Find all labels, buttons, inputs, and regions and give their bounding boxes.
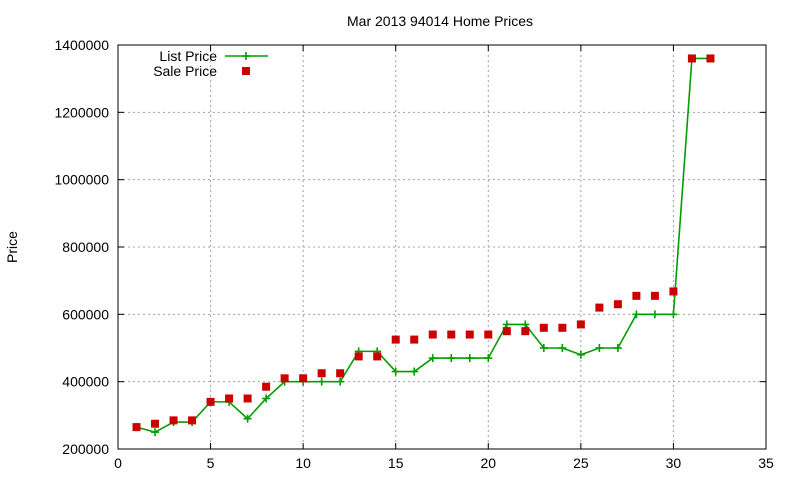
y-tick-label: 1400000 — [54, 37, 109, 53]
list-price-point — [465, 354, 474, 363]
y-tick-label: 1000000 — [54, 172, 109, 188]
sale-price-point — [484, 330, 493, 339]
sale-price-point — [169, 416, 178, 425]
sale-price-point — [354, 352, 363, 361]
sale-price-point — [428, 330, 437, 339]
x-tick-label: 25 — [573, 455, 589, 471]
sale-price-point — [206, 397, 215, 406]
list-price-point — [613, 344, 622, 352]
plot-frame — [117, 44, 767, 450]
series-layer — [132, 54, 715, 437]
list-price-point — [447, 354, 456, 363]
sale-price-point — [595, 303, 604, 312]
list-price-point — [632, 310, 641, 319]
list-price-point — [595, 344, 604, 352]
list-price-point — [391, 367, 400, 376]
legend: List Price Sale Price — [153, 48, 268, 79]
x-tick-label: 5 — [207, 455, 215, 471]
list-price-point — [502, 320, 511, 329]
sale-price-point — [132, 423, 141, 432]
sale-price-point — [687, 54, 696, 63]
sale-price-point — [188, 416, 197, 425]
sale-price-point — [706, 54, 715, 63]
x-tick-label: 30 — [666, 455, 682, 471]
sale-price-point — [299, 374, 308, 383]
sale-price-point — [336, 369, 345, 378]
y-axis-label: Price — [4, 231, 20, 263]
series-sale-price — [132, 54, 715, 432]
sale-price-point — [558, 323, 567, 332]
sale-price-point — [373, 352, 382, 361]
sale-price-point — [391, 335, 400, 344]
list-price-point — [558, 344, 567, 352]
list-price-point — [521, 320, 530, 329]
sale-price-point — [632, 291, 641, 300]
list-price-point — [336, 377, 345, 386]
list-price-line — [136, 57, 711, 434]
sale-price-point — [447, 330, 456, 339]
sale-price-point — [151, 419, 160, 428]
sale-price-point — [613, 300, 622, 309]
sale-price-point — [576, 320, 585, 329]
sale-price-point — [225, 394, 234, 403]
sale-price-point — [280, 374, 289, 383]
x-tick-label: 20 — [480, 455, 496, 471]
legend-list-price-marker — [242, 52, 250, 60]
list-price-point — [669, 310, 678, 319]
sale-price-point — [317, 369, 326, 378]
chart-title: Mar 2013 94014 Home Prices — [347, 13, 533, 29]
list-price-point — [243, 414, 252, 423]
series-list-price — [132, 54, 715, 437]
sale-price-point — [465, 330, 474, 339]
list-price-point — [539, 344, 548, 352]
x-tick-label: 35 — [758, 455, 774, 471]
sale-price-point — [262, 382, 271, 391]
list-price-point — [650, 310, 659, 319]
list-price-point — [484, 354, 493, 363]
sale-price-point — [410, 335, 419, 344]
list-price-point — [262, 394, 271, 403]
legend-sale-price-marker — [242, 67, 250, 75]
sale-price-point — [243, 394, 252, 403]
y-tick-label: 400000 — [62, 374, 109, 390]
y-tick-label: 800000 — [62, 239, 109, 255]
y-tick-label: 600000 — [62, 306, 109, 322]
list-price-point — [317, 377, 326, 386]
y-tick-label: 1200000 — [54, 104, 109, 120]
sale-price-point — [502, 327, 511, 336]
axis-ticks: 0 5 10 15 20 25 30 35 200000 400000 600000 800000 10… — [54, 37, 774, 471]
sale-price-point — [669, 287, 678, 296]
x-tick-label: 0 — [114, 455, 122, 471]
y-tick-label: 200000 — [62, 441, 109, 457]
x-tick-label: 15 — [388, 455, 404, 471]
legend-list-price-label: List Price — [159, 48, 217, 64]
x-tick-label: 10 — [295, 455, 311, 471]
sale-price-point — [539, 323, 548, 332]
legend-sale-price-label: Sale Price — [153, 63, 217, 79]
sale-price-point — [650, 291, 659, 300]
list-price-point — [151, 428, 160, 437]
sale-price-point — [521, 327, 530, 336]
list-price-point — [410, 367, 419, 376]
list-price-point — [576, 350, 585, 359]
grid — [118, 45, 766, 449]
list-price-point — [428, 354, 437, 363]
